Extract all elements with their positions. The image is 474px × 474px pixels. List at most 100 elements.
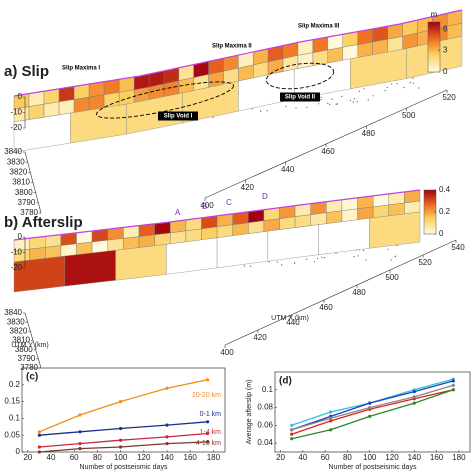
y-tick-label: 3810: [12, 178, 30, 187]
annotation: B: [202, 202, 207, 211]
aftershock-dot: [353, 256, 355, 258]
series-line: [291, 389, 454, 440]
colorbar-tick-label: 6: [443, 24, 448, 33]
colorbar-tick-label: 0.2: [439, 207, 451, 216]
colorbar-label: m: [431, 10, 438, 19]
fault-trace: [13, 9, 463, 97]
y-tick-label: 3830: [7, 317, 25, 326]
aftershock-dot: [409, 81, 411, 84]
legend-label: 0-1 km: [200, 411, 222, 418]
series-line: [291, 389, 454, 435]
fault-patch: [310, 212, 327, 226]
series-point: [412, 401, 416, 405]
panel-title: (d): [279, 376, 292, 387]
series-point: [78, 447, 82, 451]
x-tick-label: 540: [451, 243, 465, 252]
aftershock-dot: [295, 107, 297, 109]
z-tick-label: -10: [10, 248, 22, 257]
y-tick-label: 3780: [20, 363, 38, 372]
fault-patch-deep: [166, 237, 218, 275]
x-tick-label: 520: [418, 258, 432, 267]
series-line: [39, 421, 208, 436]
y-tick-label: 3830: [7, 157, 25, 166]
series-line: [39, 432, 208, 448]
aftershock-dot: [276, 261, 278, 263]
series-point: [412, 395, 416, 399]
series-point: [78, 430, 82, 434]
series-point: [329, 428, 333, 432]
series-point: [368, 414, 372, 418]
x-tick-label: 500: [402, 111, 416, 120]
series-point: [165, 435, 169, 439]
aftershock-dot: [358, 90, 360, 92]
aftershock-dot: [251, 108, 253, 110]
y-tick-label: 3800: [15, 188, 33, 197]
aftershock-dot: [350, 99, 352, 101]
fault-patch-deep: [64, 250, 116, 287]
series-line: [39, 441, 208, 453]
series-point: [290, 437, 294, 441]
aftershock-dot: [327, 102, 329, 104]
series-point: [206, 420, 210, 424]
fault-patch: [107, 238, 124, 252]
aftershock-dot: [250, 265, 252, 267]
series-point: [78, 413, 82, 417]
x-tick-label: 60: [70, 453, 79, 462]
aftershock-dot: [391, 83, 393, 85]
fault-patch: [76, 241, 93, 256]
x-tick-label: 160: [184, 453, 198, 462]
fault-patch: [60, 243, 77, 257]
fault-patch: [294, 214, 311, 228]
x-tick-label: 120: [137, 453, 151, 462]
series-point: [119, 445, 123, 449]
void-outline: [265, 62, 335, 90]
series-point: [451, 388, 455, 392]
aftershock-dot: [317, 103, 320, 105]
series-point: [119, 426, 123, 431]
y-tick-label: 0.1: [262, 385, 274, 394]
x-tick-label: 180: [452, 453, 466, 462]
aftershock-dot: [320, 99, 322, 101]
y-tick-label: 3840: [4, 147, 22, 156]
fault-patch: [404, 200, 421, 215]
y-tick-label: 0.06: [257, 420, 273, 429]
aftershock-dot: [313, 261, 316, 263]
annotation-box: [158, 111, 198, 121]
y-tick-label: 3790: [18, 354, 36, 363]
x-tick-label: 60: [321, 453, 330, 462]
series-line: [291, 384, 454, 431]
x-tick-label: 480: [352, 288, 366, 297]
y-tick-label: 3840: [4, 308, 22, 317]
aftershock-dot: [386, 86, 388, 88]
fault-patch: [45, 245, 62, 259]
series-point: [451, 379, 455, 383]
series-point: [119, 400, 123, 404]
y-tick-label: 3820: [10, 326, 28, 335]
series-point: [165, 442, 169, 446]
fault-patch-deep: [13, 255, 66, 293]
aftershock-dot: [266, 110, 268, 112]
x-tick-label: 180: [207, 453, 221, 462]
aftershock-dot: [335, 103, 337, 105]
x-tick-label: 440: [286, 318, 300, 327]
fault-patch-deep: [318, 218, 370, 255]
fault-patch: [357, 206, 374, 221]
y-tick-label: 0.1: [9, 414, 21, 423]
x-tick-label: 400: [200, 201, 214, 210]
series-point: [37, 433, 42, 437]
x-tick-label: 140: [160, 453, 174, 462]
aftershock-dot: [336, 103, 338, 105]
panel-title: (c): [26, 372, 38, 383]
x-tick-label: 160: [430, 453, 444, 462]
aftershock-dot: [384, 90, 386, 92]
y-tick-label: 3780: [20, 208, 38, 217]
y-tick-label: 0.04: [257, 438, 273, 447]
aftershock-dot: [306, 258, 308, 260]
series-point: [165, 423, 169, 427]
x-tick-label: 420: [253, 333, 267, 342]
series-point: [329, 416, 333, 420]
aftershock-dot: [363, 249, 365, 251]
x-tick-label: 20: [23, 453, 32, 462]
fault-patch: [341, 208, 358, 223]
